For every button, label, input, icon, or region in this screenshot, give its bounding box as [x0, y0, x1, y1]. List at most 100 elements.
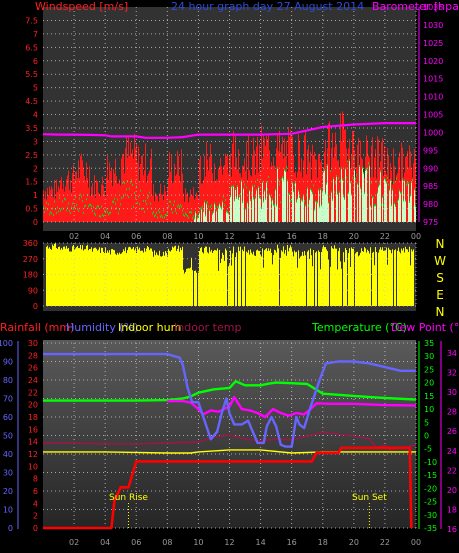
windspeed-avg-point — [110, 211, 111, 214]
direction-bar — [129, 246, 130, 306]
windspeed-avg-point — [284, 168, 285, 171]
windspeed-avg-point — [186, 213, 187, 216]
windspeed-max-bar — [154, 201, 155, 222]
windspeed-max-bar — [214, 163, 215, 222]
windspeed-avg-point — [318, 188, 319, 191]
direction-bar — [137, 246, 138, 306]
windspeed-max-bar — [261, 125, 262, 222]
rainfall-label: Rainfall (mm) — [0, 321, 74, 334]
windspeed-tick: 6 — [33, 57, 38, 66]
direction-bar — [188, 268, 189, 306]
direction-bar — [174, 246, 175, 306]
windspeed-max-bar — [68, 170, 69, 222]
direction-bar — [168, 248, 169, 306]
windspeed-max-bar — [394, 166, 395, 222]
barometer-tick: 1010 — [423, 93, 443, 102]
direction-bar — [363, 251, 364, 306]
windspeed-avg-point — [407, 182, 408, 185]
windspeed-max-bar — [413, 163, 414, 222]
windspeed-max-bar — [167, 187, 168, 222]
windspeed-avg-fill — [219, 203, 220, 222]
windspeed-avg-point — [188, 216, 189, 219]
wind-x-axis: 02 04 06 08 10 12 14 16 18 20 22 00 — [69, 232, 421, 241]
windspeed-avg-point — [415, 204, 416, 207]
humidity-tick: 90 — [3, 358, 13, 367]
windspeed-avg-point — [179, 206, 180, 209]
windspeed-avg-point — [193, 215, 194, 218]
direction-bar — [74, 249, 75, 306]
windspeed-avg-point — [74, 205, 75, 208]
direction-bar — [292, 251, 293, 306]
temperature-x-axis: 02 04 06 08 10 12 14 16 18 20 22 00 — [69, 538, 421, 547]
direction-bar — [222, 252, 223, 306]
windspeed-max-bar — [405, 157, 406, 222]
direction-bar — [127, 250, 128, 306]
windspeed-avg-fill — [322, 191, 323, 222]
windspeed-max-bar — [116, 176, 117, 222]
direction-bar — [178, 245, 179, 306]
windspeed-max-bar — [112, 186, 113, 222]
windspeed-avg-point — [403, 199, 404, 202]
direction-bar — [139, 247, 140, 306]
direction-bar — [221, 258, 222, 306]
direction-bar — [190, 267, 191, 306]
windspeed-tick: 4 — [33, 111, 38, 120]
windspeed-avg-point — [211, 204, 212, 207]
windspeed-avg-point — [324, 168, 325, 171]
windspeed-avg-point — [357, 182, 358, 185]
rainfall-tick: 14 — [28, 438, 38, 447]
windspeed-avg-point — [341, 167, 342, 170]
direction-bar — [71, 251, 72, 306]
windspeed-avg-point — [356, 174, 357, 177]
windspeed-avg-point — [401, 192, 402, 195]
direction-bar — [318, 250, 319, 306]
direction-bar — [248, 250, 249, 306]
direction-bar — [49, 247, 50, 306]
direction-bar — [302, 251, 303, 306]
windspeed-avg-point — [64, 197, 65, 200]
windspeed-max-bar — [313, 155, 314, 222]
barometer-tick: 1000 — [423, 128, 443, 137]
windspeed-max-bar — [265, 145, 266, 222]
windspeed-avg-fill — [399, 190, 400, 222]
windspeed-tick: 2 — [33, 164, 38, 173]
windspeed-avg-point — [272, 198, 273, 201]
windspeed-avg-fill — [317, 202, 318, 222]
rainfall-line — [43, 446, 413, 530]
windspeed-avg-fill — [349, 159, 350, 222]
direction-bar — [321, 251, 322, 306]
windspeed-avg-point — [207, 201, 208, 204]
windspeed-avg-fill — [319, 206, 320, 222]
x-tick-label: 14 — [255, 232, 265, 241]
windspeed-avg-point — [83, 211, 84, 214]
windspeed-max-bar — [387, 147, 388, 222]
barometer-line — [42, 122, 416, 139]
windspeed-max-bar — [138, 146, 139, 222]
windspeed-max-bar — [97, 181, 98, 222]
windspeed-max-bar — [103, 185, 104, 222]
direction-bar — [109, 250, 110, 306]
windspeed-avg-point — [293, 190, 294, 193]
direction-bar — [144, 248, 145, 306]
direction-bar — [47, 245, 48, 306]
direction-bar — [398, 247, 399, 306]
windspeed-avg-point — [112, 200, 113, 203]
windspeed-avg-point — [363, 171, 364, 174]
windspeed-avg-point — [228, 212, 229, 215]
humidity-tick: 10 — [3, 506, 13, 515]
direction-bar — [228, 266, 229, 306]
windspeed-max-bar — [205, 176, 206, 222]
windspeed-max-bar — [301, 158, 302, 222]
direction-bar — [92, 251, 93, 306]
windspeed-avg-point — [218, 206, 219, 209]
direction-bar — [67, 248, 68, 306]
direction-bar — [290, 245, 291, 306]
windspeed-avg-point — [96, 207, 97, 210]
windspeed-avg-point — [377, 191, 378, 194]
windspeed-max-bar — [401, 142, 402, 222]
direction-tick: 360 — [23, 239, 38, 248]
direction-bar — [103, 251, 104, 306]
windspeed-avg-fill — [228, 213, 229, 222]
windspeed-avg-point — [176, 212, 177, 215]
windspeed-max-bar — [211, 154, 212, 222]
